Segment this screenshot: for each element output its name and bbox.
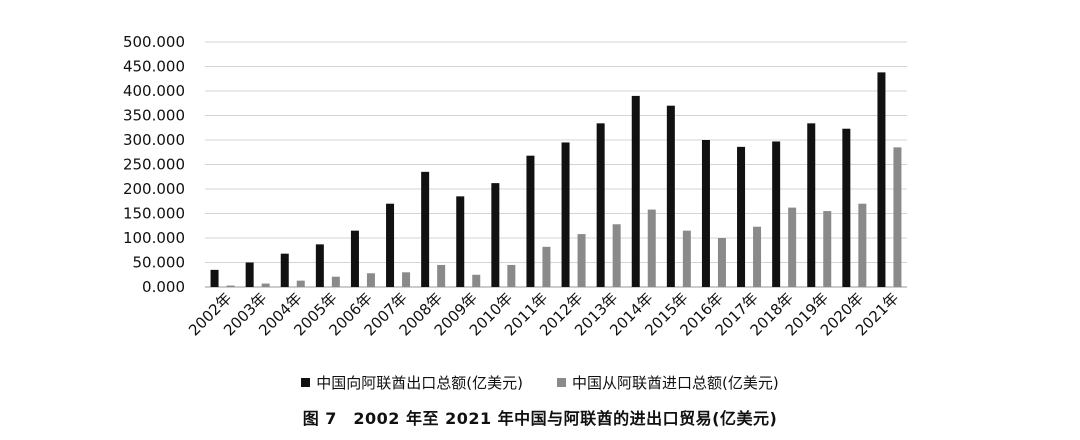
bar-exports [807,123,816,287]
y-tick-label: 100.000 [123,229,185,247]
bar-exports [245,262,254,287]
bar-imports [261,283,270,287]
bar-imports [753,226,762,287]
bar-imports [542,246,551,287]
y-tick-label: 400.000 [123,82,185,100]
bar-imports [437,264,446,287]
figure-caption: 图 7 2002 年至 2021 年中国与阿联酋的进出口贸易(亿美元) [302,409,778,428]
y-tick-label: 350.000 [123,107,185,125]
bar-imports [647,209,656,287]
bar-exports [315,244,324,287]
bar-imports [717,238,726,287]
bar-imports [296,280,305,287]
y-tick-label: 250.000 [123,156,185,174]
bar-exports [280,253,289,287]
legend-label-exports: 中国向阿联酋出口总额(亿美元) [316,374,523,392]
bar-exports [456,196,465,287]
bar-imports [893,147,902,287]
bar-exports [350,230,359,287]
bar-exports [210,269,219,287]
y-tick-label: 0.000 [142,278,185,296]
bar-exports [421,171,430,287]
bar-imports [858,203,867,287]
legend-item-imports: 中国从阿联酋进口总额(亿美元) [557,372,779,393]
bar-exports [877,72,886,287]
legend-swatch-exports [301,378,311,387]
bar-exports [526,155,535,287]
bar-exports [842,128,851,287]
bar-exports [491,183,500,287]
legend-swatch-imports [557,378,566,387]
bar-imports [577,234,586,287]
bar-exports [772,141,781,287]
bar-imports [612,224,621,287]
bar-imports [331,276,340,287]
bar-exports [666,105,675,287]
x-axis-ticks: 2002年2003年2004年2005年2006年2007年2008年2009年… [185,289,902,339]
bar-imports [366,273,375,287]
bar-imports [472,274,481,287]
y-tick-label: 150.000 [123,205,185,223]
bar-exports [737,146,746,287]
y-axis-ticks: 0.000 50.000 100.000 150.000 200.000 250.000 3… [123,33,185,296]
y-tick-label: 500.000 [123,33,185,51]
y-tick-label: 300.000 [123,131,185,149]
legend-item-exports: 中国向阿联酋出口总额(亿美元) [301,372,523,393]
y-tick-label: 200.000 [123,180,185,198]
legend-label-imports: 中国从阿联酋进口总额(亿美元) [572,374,779,392]
bar-imports [402,272,411,287]
bar-exports [386,203,395,287]
bar-exports [596,123,605,287]
bar-exports [631,95,640,288]
bar-imports [823,211,832,287]
bar-exports [701,140,710,287]
legend: 中国向阿联酋出口总额(亿美元) 中国从阿联酋进口总额(亿美元) [0,372,1080,393]
bars [210,72,902,288]
y-tick-label: 450.000 [123,58,185,76]
bar-imports [507,264,516,287]
bar-imports [226,285,235,287]
bar-imports [682,230,691,287]
y-tick-label: 50.000 [133,254,186,272]
bar-imports [788,207,797,287]
bar-exports [561,142,570,287]
gridlines [205,41,907,288]
bar-chart: 0.000 50.000 100.000 150.000 200.000 250.000 3… [123,33,907,339]
